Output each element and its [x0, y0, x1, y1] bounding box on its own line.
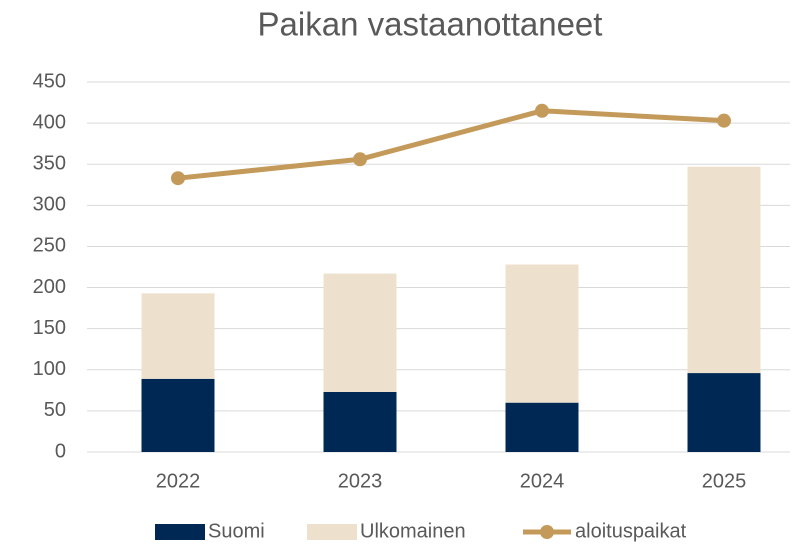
- y-tick-label: 350: [33, 153, 66, 175]
- legend-swatch: [307, 524, 357, 540]
- y-tick-label: 100: [33, 358, 66, 380]
- y-tick-label: 200: [33, 276, 66, 298]
- bar: [323, 273, 397, 392]
- legend-label: Suomi: [208, 520, 265, 542]
- line-point: [171, 171, 185, 186]
- y-tick-label: 300: [33, 194, 66, 216]
- bar: [505, 264, 579, 403]
- x-tick-label: 2024: [520, 470, 565, 492]
- line: [177, 108, 725, 181]
- x-tick-label: 2023: [338, 470, 383, 492]
- bar: [323, 391, 397, 452]
- legend-label: aloituspaikat: [575, 520, 687, 542]
- y-tick-label: 50: [44, 399, 66, 421]
- x-tick-label: 2022: [156, 470, 201, 492]
- y-tick-label: 400: [33, 111, 66, 133]
- bar: [505, 402, 579, 452]
- y-tick-label: 0: [55, 440, 66, 462]
- bar: [687, 166, 761, 374]
- chart-title: Paikan vastaanottaneet: [258, 6, 603, 43]
- bar: [141, 378, 215, 452]
- line-point: [535, 103, 549, 118]
- legend-swatch: [540, 525, 554, 539]
- bar: [687, 373, 761, 452]
- bar: [141, 293, 215, 379]
- line-point: [353, 152, 367, 167]
- legend-swatch: [155, 524, 205, 540]
- y-tick-label: 150: [33, 317, 66, 339]
- legend-label: Ulkomainen: [360, 520, 466, 542]
- y-tick-label: 450: [33, 70, 66, 92]
- y-tick-label: 250: [33, 235, 66, 257]
- line-point: [717, 113, 731, 128]
- x-tick-label: 2025: [702, 470, 747, 492]
